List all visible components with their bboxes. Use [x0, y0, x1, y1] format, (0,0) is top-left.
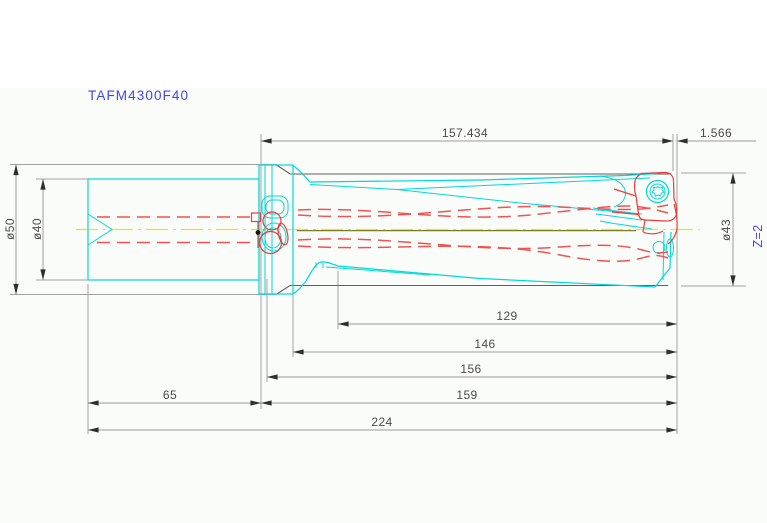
flute-line — [297, 245, 669, 262]
dimension-d40: ø40 — [30, 179, 46, 280]
dim-text-146: 146 — [474, 337, 495, 351]
dimension-159: 159 — [261, 388, 677, 406]
coolant-inlet-cone — [87, 213, 113, 246]
flange-outline — [258, 164, 294, 295]
dimension-156: 156 — [267, 362, 677, 380]
dim-text-129: 129 — [496, 309, 517, 323]
dim-text-d50: ø50 — [3, 218, 17, 240]
drawing-canvas — [0, 88, 767, 523]
flute-count-label: Z=2 — [751, 224, 765, 247]
coolant-port-upper — [262, 211, 282, 231]
flute-edge-diagonal — [396, 189, 643, 215]
dimension-65: 65 — [88, 388, 261, 406]
dim-text-d40: ø40 — [30, 218, 44, 240]
dim-text-224: 224 — [371, 415, 392, 429]
dimension-d43: ø43 — [719, 173, 736, 286]
dim-text-1-566: 1.566 — [700, 126, 732, 140]
envelope-top — [275, 164, 671, 175]
dim-text-65: 65 — [163, 388, 177, 402]
drill-head-pocket-lines — [611, 188, 664, 235]
dimension-157-434: 157.434 — [261, 126, 673, 144]
envelope-bottom — [275, 284, 668, 295]
red-geometry — [97, 171, 678, 262]
tip-boss-edge — [666, 238, 674, 258]
rotation-envelope — [275, 164, 671, 295]
dimension-1-566: 1.566 — [650, 126, 756, 144]
body-bottom-silhouette — [292, 261, 656, 295]
dim-text-156: 156 — [460, 362, 481, 376]
flute-line — [297, 205, 669, 218]
page-margin — [0, 0, 767, 88]
gash-arc-upper — [599, 175, 626, 208]
coolant-crescent — [277, 222, 289, 246]
dimension-129: 129 — [338, 309, 677, 327]
flange-boss — [261, 222, 287, 252]
flute-margin-lower — [325, 266, 431, 276]
gauge-point-dot — [255, 230, 261, 235]
flute-runout-ticks — [315, 262, 324, 268]
dim-text-159: 159 — [456, 388, 477, 402]
key-detail — [250, 212, 262, 223]
dimension-224: 224 — [88, 415, 677, 433]
dimension-d50: ø50 — [3, 164, 19, 295]
flute-line — [297, 204, 669, 218]
dim-text-157-434: 157.434 — [442, 126, 488, 140]
tool-geometry — [87, 164, 674, 295]
drill-tip-point — [667, 203, 678, 245]
tip-face — [654, 231, 672, 288]
body-top-silhouette — [292, 165, 659, 183]
flange-slot — [261, 195, 289, 219]
torx-screw — [645, 179, 670, 204]
part-number-label: TAFM4300F40 — [88, 88, 189, 103]
flute-line — [297, 238, 669, 254]
flange-slot-inner — [265, 199, 285, 215]
dimension-146: 146 — [293, 337, 677, 355]
dim-text-d43: ø43 — [719, 219, 733, 241]
